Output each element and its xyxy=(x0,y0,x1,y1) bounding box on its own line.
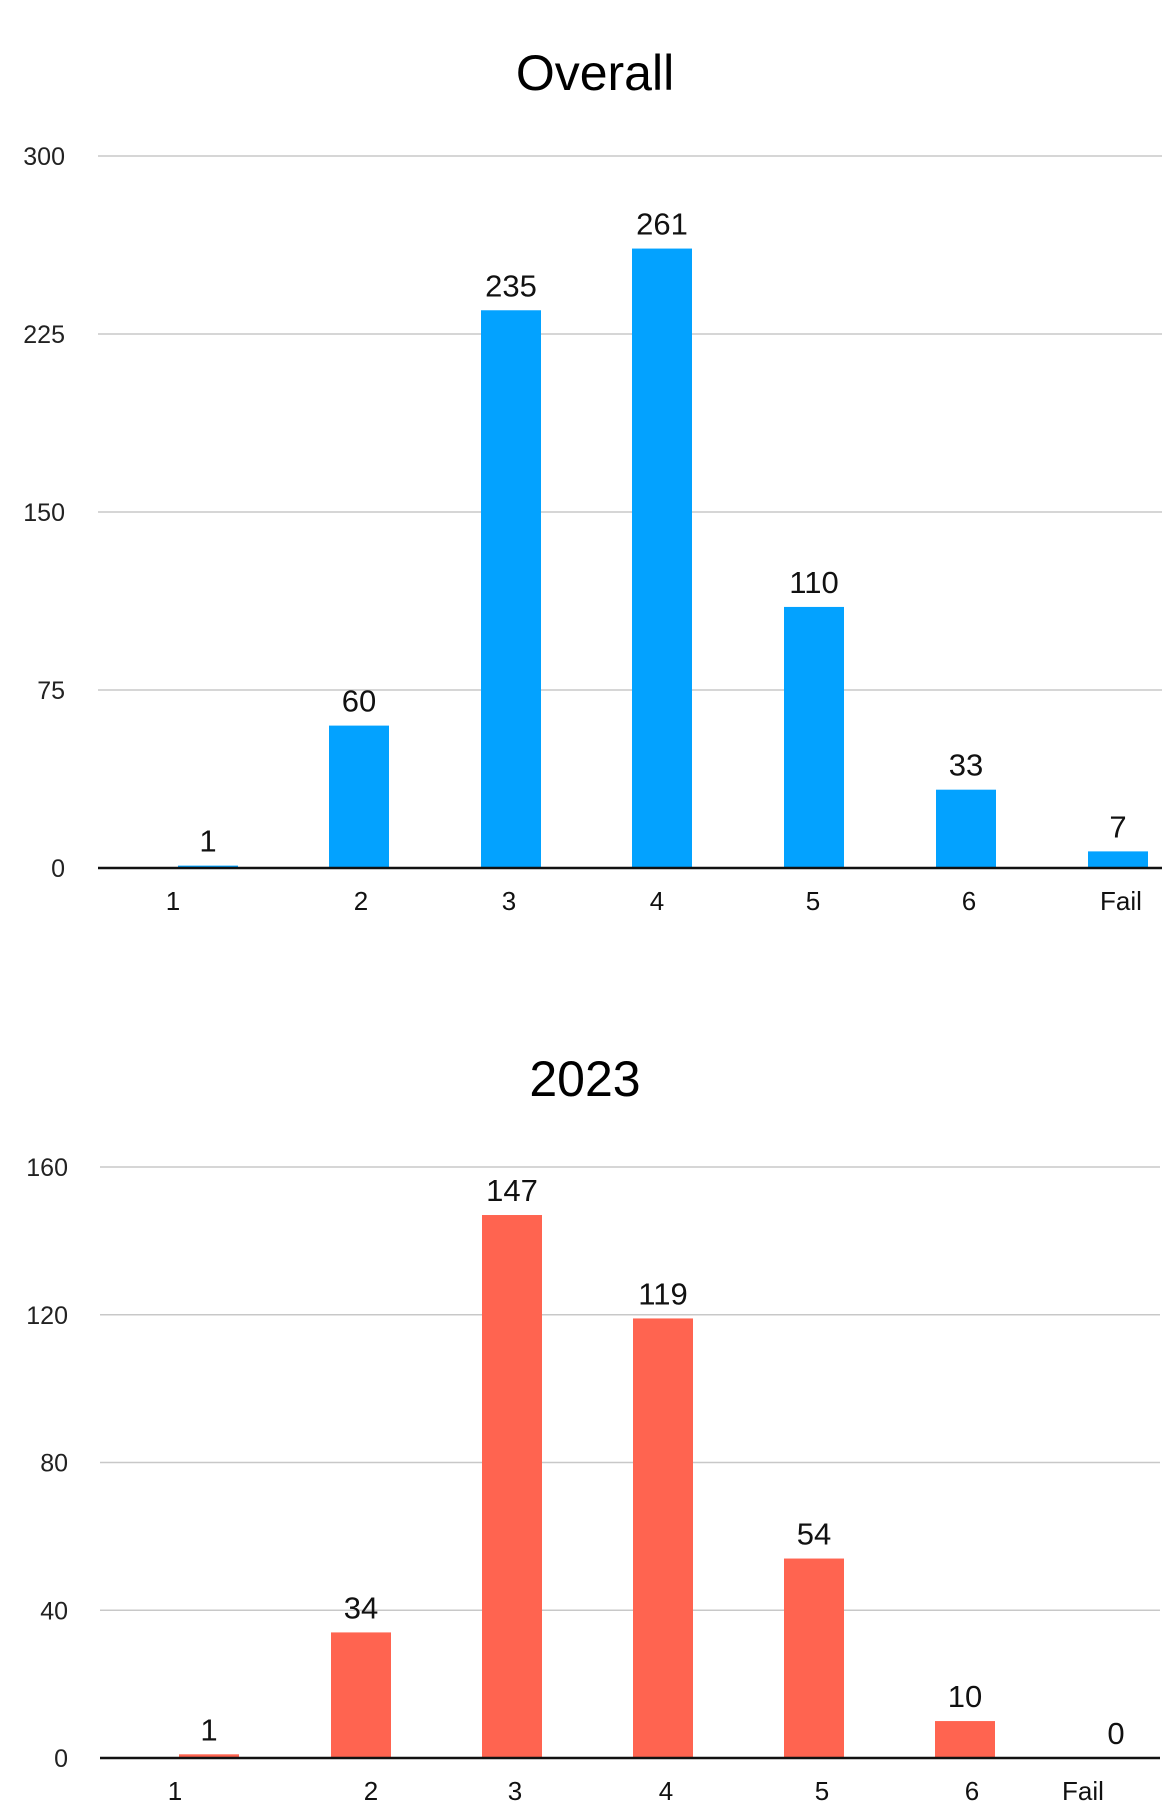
overall-data-label: 1 xyxy=(199,824,216,859)
overall-x-tick-label: 4 xyxy=(650,886,664,916)
y2023-bar-4 xyxy=(633,1318,693,1758)
overall-x-tick-label: 6 xyxy=(962,886,976,916)
overall-data-label: 7 xyxy=(1109,809,1126,844)
y2023-bar-6 xyxy=(935,1721,995,1758)
overall-data-label: 261 xyxy=(636,207,688,242)
overall-x-tick-label: Fail xyxy=(1100,886,1142,916)
overall-x-tick-label: 5 xyxy=(806,886,820,916)
overall-y-tick-label: 0 xyxy=(51,855,65,883)
y2023-y-tick-label: 120 xyxy=(26,1302,68,1330)
y2023-x-tick-label: 5 xyxy=(815,1776,829,1806)
y2023-data-label: 54 xyxy=(797,1517,831,1552)
y2023-x-tick-label: 6 xyxy=(965,1776,979,1806)
y2023-x-tick-label: 2 xyxy=(364,1776,378,1806)
overall-x-tick-label: 3 xyxy=(502,886,516,916)
y2023-bar-2 xyxy=(331,1632,391,1758)
y2023-x-tick-label: 3 xyxy=(508,1776,522,1806)
y2023-bar-5 xyxy=(784,1558,844,1758)
overall-x-tick-label: 2 xyxy=(354,886,368,916)
chart-2023: 2023 0 40 80 120 160 1 1 34 2 147 3 119 4 54 5 10 6 0 Fail xyxy=(0,1010,1170,1820)
overall-x-tick-label: 1 xyxy=(166,886,180,916)
y2023-bar-1 xyxy=(179,1754,239,1758)
y2023-data-label: 119 xyxy=(638,1276,687,1311)
overall-data-label: 235 xyxy=(485,268,537,303)
overall-bar-5 xyxy=(784,606,844,868)
overall-chart-plot: 0 75 150 225 300 11 60 2 235 3 261 4 110 5 33 6 7 Fail xyxy=(23,143,1162,916)
overall-bar-4 xyxy=(632,248,692,868)
y2023-data-label: 147 xyxy=(486,1173,538,1208)
chart-2023-title: 2023 xyxy=(529,1051,641,1107)
overall-data-label: 33 xyxy=(949,748,983,783)
y2023-y-tick-label: 0 xyxy=(54,1745,68,1773)
overall-data-label: 60 xyxy=(342,684,376,719)
y2023-y-tick-label: 80 xyxy=(40,1450,68,1478)
overall-data-label: 110 xyxy=(789,565,838,600)
y2023-x-tick-label: 1 xyxy=(168,1776,182,1806)
overall-chart: Overall 0 75 150 225 300 1 1 60 2 235 3 261 4 110 5 33 6… xyxy=(23,45,1162,916)
overall-bar-fail xyxy=(1088,851,1148,868)
y2023-x-tick-label: 4 xyxy=(659,1776,673,1806)
overall-y-tick-label: 75 xyxy=(37,677,65,705)
y2023-data-label: 0 xyxy=(1107,1716,1124,1751)
y2023-y-tick-label: 40 xyxy=(40,1597,68,1625)
y2023-bar-3 xyxy=(482,1215,542,1758)
overall-bar-3 xyxy=(481,310,541,868)
overall-bar-2 xyxy=(329,725,389,868)
y2023-data-label: 10 xyxy=(948,1679,982,1714)
overall-y-tick-label: 150 xyxy=(23,499,65,527)
y2023-y-tick-label: 160 xyxy=(26,1154,68,1182)
y2023-x-tick-label: Fail xyxy=(1062,1776,1104,1806)
overall-bar-6 xyxy=(936,789,996,868)
y2023-data-label: 34 xyxy=(344,1590,378,1625)
y2023-data-label: 1 xyxy=(200,1712,217,1747)
overall-y-tick-label: 300 xyxy=(23,143,65,171)
overall-y-tick-label: 225 xyxy=(23,321,65,349)
overall-chart-title: Overall xyxy=(515,45,675,101)
